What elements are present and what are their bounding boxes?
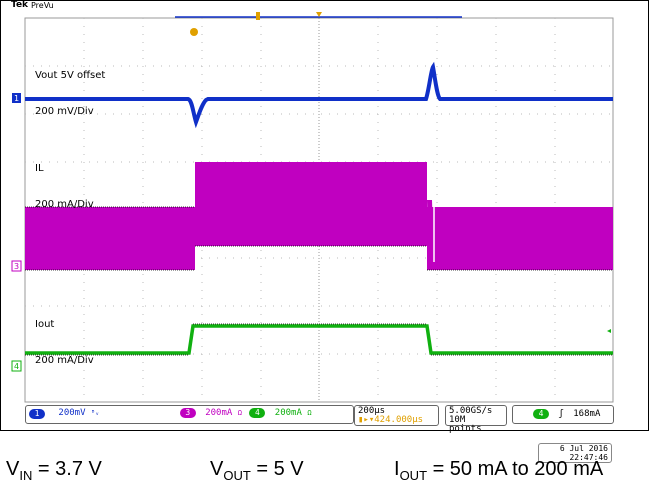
svg-text:3: 3: [14, 262, 19, 271]
ch4-coupling-icon: Ω: [307, 409, 312, 417]
trigger-arrow-icon: [316, 12, 322, 17]
svg-text:1: 1: [14, 94, 19, 103]
sample-rate-value: 5.00GS/s: [449, 406, 493, 416]
ch1-badge-icon: 1: [29, 409, 45, 419]
ch1-ground-marker: 1: [12, 93, 21, 103]
record-length-value: 10M points: [449, 415, 482, 434]
il-trace: [25, 162, 613, 271]
vout-subscript: OUT: [223, 468, 251, 483]
vin-symbol: V: [6, 458, 20, 480]
iout-symbol: I: [394, 458, 400, 480]
timestamp: 6 Jul 2016 22:47:46: [538, 443, 612, 463]
vin-subscript: IN: [19, 468, 33, 483]
ch3-coupling-icon: Ω: [237, 409, 242, 417]
iout-value: = 50 mA to 200 mA: [427, 458, 604, 480]
ch4-name: Iout: [35, 319, 55, 330]
ch3-label: IL 200 mA/Div: [35, 139, 94, 235]
ch4-badge-icon: 4: [249, 407, 266, 418]
ch3-scale: 200 mA/Div: [35, 199, 94, 210]
ch3-readout: 200mA: [205, 408, 233, 418]
trigger-position-marker: [256, 12, 260, 20]
ch3-ground-marker: 3: [11, 260, 22, 272]
svg-text:4: 4: [14, 362, 19, 371]
trigger-position-value: 424.000µs: [374, 415, 424, 425]
vout-symbol: V: [210, 458, 224, 480]
channel-readouts[interactable]: 1 200mV ᴮᵥ 3 200mA Ω 4 200mA Ω: [25, 405, 354, 424]
ch4-label: Iout 200 mA/Div: [35, 295, 94, 391]
ch4-ground-marker: 4: [11, 360, 22, 372]
vout-value: = 5 V: [250, 458, 304, 480]
ch4-readout: 200mA: [274, 408, 302, 418]
condition-iout: IOUT = 50 mA to 200 mA: [394, 458, 603, 483]
cursor-t-icon: [190, 28, 198, 36]
ch1-scale: 200 mV/Div: [35, 106, 94, 117]
brand-label: Tek: [11, 0, 29, 10]
iout-trace: [25, 324, 613, 355]
timebase-readout[interactable]: 200µs ▮▸▾424.000µs: [354, 405, 439, 426]
trigger-readout[interactable]: 4 ʃ 168mA: [512, 405, 614, 424]
trigger-level-value: 168mA: [573, 409, 601, 419]
vin-value: = 3.7 V: [32, 458, 102, 480]
trigger-slope-icon: ʃ: [558, 409, 564, 419]
ch3-name: IL: [35, 163, 44, 174]
vout-trace: [25, 61, 613, 129]
bandwidth-icon: ᴮᵥ: [90, 409, 100, 417]
timestamp-date: 6 Jul 2016: [559, 444, 608, 453]
ch1-label: Vout 5V offset 200 mV/Div: [35, 46, 105, 142]
condition-vin: VIN = 3.7 V: [6, 458, 102, 483]
ch1-name: Vout 5V offset: [35, 70, 106, 81]
ch4-scale: 200 mA/Div: [35, 355, 94, 366]
condition-vout: VOUT = 5 V: [210, 458, 304, 483]
trigger-source-icon: 4: [533, 408, 549, 419]
acquisition-readout[interactable]: 5.00GS/s 10M points: [445, 405, 507, 434]
ch1-readout: 200mV: [58, 408, 86, 418]
timestamp-time: 22:47:46: [569, 453, 608, 462]
timebase-value: 200µs: [358, 406, 386, 416]
mode-label: PreVu: [31, 1, 54, 10]
ch3-badge-icon: 3: [179, 407, 196, 418]
iout-subscript: OUT: [399, 468, 428, 483]
trigger-level-marker: [607, 329, 611, 333]
trigger-position-readout: ▮▸▾424.000µs: [358, 415, 424, 425]
